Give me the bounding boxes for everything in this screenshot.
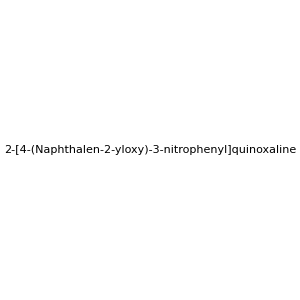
Text: 2-[4-(Naphthalen-2-yloxy)-3-nitrophenyl]quinoxaline: 2-[4-(Naphthalen-2-yloxy)-3-nitrophenyl]… (4, 145, 296, 155)
